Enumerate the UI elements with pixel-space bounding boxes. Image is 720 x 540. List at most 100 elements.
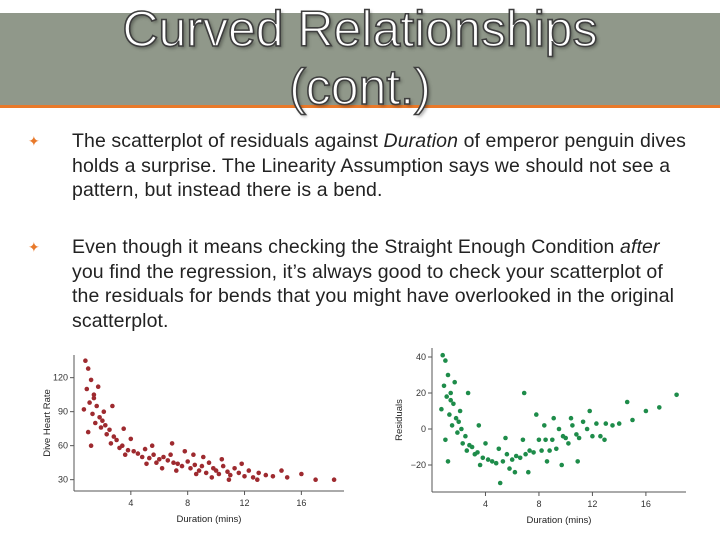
data-point	[674, 392, 679, 398]
heart-rate-scatterplot: 4 8 12 16 30 60 90 120 Duration (mins) Dive Heart…	[42, 355, 344, 525]
data-point	[179, 463, 185, 469]
data-point	[563, 435, 568, 441]
slide-title-line-2: (cont.)	[288, 58, 431, 116]
data-point	[550, 437, 555, 443]
data-point	[131, 449, 136, 454]
data-point	[236, 470, 242, 476]
data-point	[188, 466, 193, 471]
data-point	[568, 415, 574, 421]
data-point	[441, 383, 447, 389]
data-point	[175, 461, 180, 467]
data-point	[114, 437, 119, 443]
data-point	[239, 461, 244, 467]
data-point	[460, 441, 465, 446]
data-point	[440, 352, 445, 358]
data-point	[507, 466, 512, 471]
x-tick-label: 12	[240, 498, 250, 508]
data-point	[448, 397, 453, 403]
x-tick-label: 4	[483, 499, 488, 509]
data-point	[103, 423, 108, 428]
data-point	[216, 471, 222, 477]
data-point	[451, 401, 456, 407]
y-tick-label: 60	[58, 441, 68, 451]
data-point	[142, 446, 148, 452]
data-point	[457, 408, 463, 414]
data-point	[531, 450, 536, 455]
data-point	[570, 423, 575, 428]
data-point	[193, 471, 199, 477]
data-point	[476, 423, 482, 428]
data-point	[84, 386, 90, 392]
data-point	[447, 412, 452, 417]
data-point	[566, 441, 571, 446]
data-point	[263, 472, 269, 478]
data-point	[630, 417, 635, 423]
data-point	[256, 470, 261, 476]
y-tick-label: 90	[58, 407, 68, 417]
data-point	[232, 466, 237, 471]
data-point	[603, 421, 609, 426]
data-point	[542, 423, 547, 428]
data-point	[575, 459, 580, 464]
x-tick-label: 16	[296, 498, 306, 508]
data-point	[453, 415, 459, 421]
data-point	[527, 448, 532, 453]
data-point	[443, 358, 448, 363]
data-point	[242, 474, 247, 479]
data-point	[250, 475, 256, 480]
y-tick-label: 120	[53, 373, 68, 383]
slide-title-line-1: Curved Relationships	[122, 0, 599, 58]
data-point	[108, 441, 114, 446]
data-point	[203, 470, 209, 476]
y-axis-label: Residuals	[394, 399, 405, 441]
data-point	[88, 377, 94, 383]
data-point	[104, 432, 109, 437]
data-point	[117, 445, 122, 451]
bullet-1-italic: Duration	[383, 130, 459, 152]
data-point	[500, 459, 506, 464]
data-point	[192, 462, 198, 468]
data-point	[174, 468, 179, 473]
data-point	[452, 379, 457, 385]
data-point	[590, 433, 595, 439]
data-point	[504, 451, 510, 457]
data-point	[443, 437, 448, 443]
data-point	[121, 426, 126, 431]
bullet-2-part-2: you find the regression, it’s always goo…	[72, 260, 675, 332]
data-point	[110, 403, 115, 409]
data-point	[139, 454, 145, 460]
data-point	[185, 459, 190, 464]
data-point	[489, 459, 495, 464]
data-point	[512, 469, 518, 475]
data-point	[128, 436, 134, 442]
data-point	[228, 472, 233, 478]
data-point	[465, 390, 471, 396]
scroll-bullet-icon: ✦	[28, 133, 40, 149]
data-point	[157, 457, 162, 462]
data-point	[616, 421, 622, 426]
data-point	[574, 432, 579, 437]
data-point	[94, 403, 99, 409]
data-point	[509, 457, 515, 462]
data-point	[90, 411, 95, 417]
data-point	[580, 419, 586, 425]
x-tick-label: 12	[587, 499, 597, 509]
data-point	[154, 460, 159, 465]
data-point	[255, 477, 260, 482]
data-point	[455, 430, 460, 435]
data-point	[523, 451, 528, 457]
data-point	[464, 448, 470, 453]
data-point	[459, 426, 464, 432]
data-point	[444, 394, 449, 399]
data-point	[643, 408, 649, 414]
x-axis-label: Duration (mins)	[527, 515, 592, 526]
y-axis-label: Dive Heart Rate	[42, 389, 53, 457]
data-point	[87, 400, 92, 405]
data-point	[270, 474, 276, 479]
data-point	[191, 452, 196, 457]
data-point	[624, 399, 630, 405]
data-point	[169, 441, 175, 446]
data-point	[445, 459, 451, 464]
data-point	[610, 423, 615, 428]
data-point	[556, 426, 562, 432]
